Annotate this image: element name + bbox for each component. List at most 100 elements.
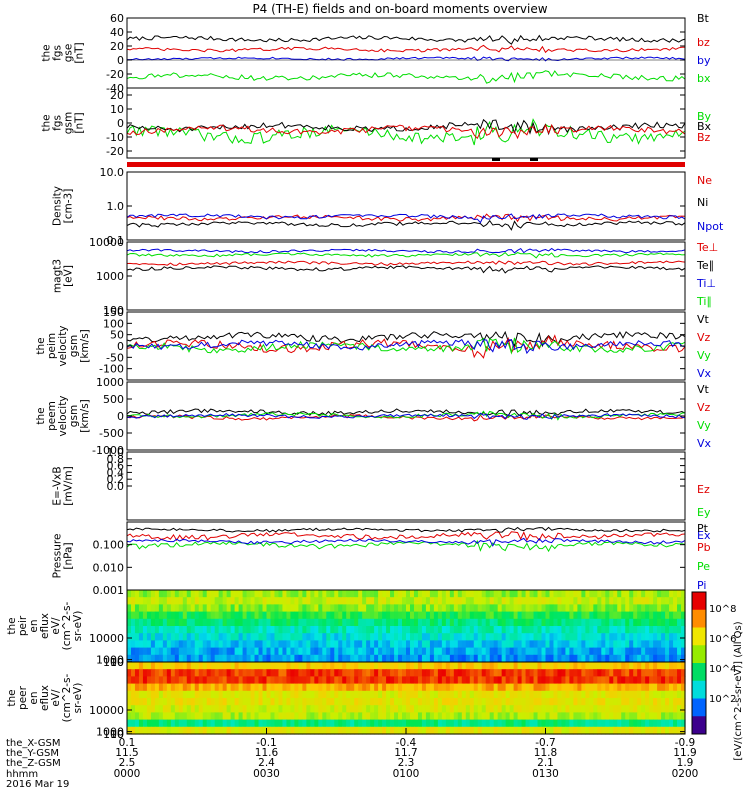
heatmap-cell — [178, 690, 184, 699]
heatmap-cell — [477, 640, 483, 649]
heatmap-cell — [127, 719, 132, 728]
heatmap-cell — [469, 705, 475, 713]
heatmap-cell — [166, 705, 172, 713]
heatmap-cell — [378, 669, 383, 677]
heatmap-cell — [274, 597, 280, 605]
heatmap-cell — [653, 683, 658, 692]
heatmap-cell — [529, 597, 535, 605]
heatmap-cell — [645, 690, 650, 699]
heatmap-cell — [378, 726, 383, 735]
heatmap-cell — [529, 719, 535, 728]
heatmap-cell — [669, 705, 674, 713]
heatmap-cell — [521, 690, 527, 699]
heatmap-cell — [477, 611, 483, 620]
heatmap-cell — [489, 640, 495, 649]
heatmap-cell — [665, 590, 670, 598]
heatmap-cell — [565, 590, 571, 598]
heatmap-cell — [553, 662, 559, 670]
heatmap-cell — [346, 590, 351, 598]
heatmap-cell — [621, 683, 626, 692]
y-axis-label-line: [cm-3] — [63, 189, 75, 224]
heatmap-cell — [605, 626, 610, 634]
heatmap-cell — [202, 676, 208, 685]
y-axis-label-line: gse — [63, 44, 75, 63]
heatmap-cell — [406, 618, 411, 627]
heatmap-cell — [278, 698, 284, 706]
heatmap-cell — [338, 662, 343, 670]
heatmap-cell — [565, 683, 571, 692]
heatmap-cell — [334, 597, 339, 605]
heatmap-cell — [645, 633, 650, 641]
heatmap-cell — [561, 683, 567, 692]
heatmap-cell — [437, 690, 443, 699]
heatmap-cell — [382, 654, 387, 663]
heatmap-cell — [190, 676, 196, 685]
heatmap-cell — [214, 640, 220, 649]
heatmap-cell — [402, 647, 407, 656]
heatmap-cell — [378, 712, 383, 721]
heatmap-cell — [433, 698, 439, 706]
series-line-Npot — [126, 213, 686, 224]
heatmap-cell — [573, 698, 578, 706]
heatmap-cell — [198, 618, 204, 627]
heatmap-cell — [366, 726, 371, 735]
heatmap-cell — [334, 662, 339, 670]
heatmap-cell — [290, 698, 295, 706]
heatmap-cell — [465, 676, 471, 685]
heatmap-cell — [541, 597, 547, 605]
heatmap-cell — [425, 590, 431, 598]
heatmap-cell — [549, 647, 555, 656]
heatmap-cell — [290, 604, 295, 613]
heatmap-cell — [581, 633, 586, 641]
heatmap-cell — [497, 705, 503, 713]
heatmap-cell — [246, 590, 252, 598]
heatmap-cell — [302, 719, 307, 728]
heatmap-cell — [198, 719, 204, 728]
heatmap-cell — [406, 626, 411, 634]
heatmap-cell — [286, 676, 292, 685]
y-tick-label: 40 — [110, 26, 124, 39]
heatmap-cell — [350, 683, 355, 692]
heatmap-cell — [597, 662, 602, 670]
heatmap-cell — [457, 626, 463, 634]
heatmap-cell — [186, 705, 192, 713]
heatmap-cell — [262, 669, 268, 677]
heatmap-cell — [382, 690, 387, 699]
heatmap-cell — [569, 719, 574, 728]
heatmap-cell — [242, 640, 248, 649]
heatmap-cell — [477, 719, 483, 728]
heatmap-cell — [473, 662, 479, 670]
heatmap-cell — [230, 618, 236, 627]
heatmap-cell — [242, 719, 248, 728]
heatmap-cell — [637, 654, 642, 663]
heatmap-cell — [322, 604, 327, 613]
heatmap-cell — [653, 611, 658, 620]
heatmap-cell — [601, 597, 606, 605]
heatmap-cell — [382, 597, 387, 605]
heatmap-cell — [190, 633, 196, 641]
y-axis-label-line: [nPa] — [63, 542, 75, 569]
heatmap-cell — [549, 640, 555, 649]
heatmap-cell — [190, 662, 196, 670]
heatmap-cell — [461, 698, 467, 706]
heatmap-cell — [629, 705, 634, 713]
heatmap-cell — [322, 719, 327, 728]
heatmap-cell — [461, 633, 467, 641]
heatmap-cell — [250, 676, 256, 685]
heatmap-cell — [258, 597, 264, 605]
heatmap-cell — [453, 726, 459, 735]
heatmap-cell — [473, 719, 479, 728]
heatmap-cell — [386, 590, 391, 598]
heatmap-cell — [306, 676, 311, 685]
heatmap-cell — [362, 611, 367, 620]
heatmap-cell — [533, 604, 539, 613]
heatmap-cell — [394, 647, 399, 656]
heatmap-cell — [609, 590, 614, 598]
heatmap-cell — [218, 626, 224, 634]
heatmap-cell — [481, 662, 487, 670]
heatmap-cell — [142, 719, 148, 728]
heatmap-cell — [533, 647, 539, 656]
legend-label: bx — [697, 72, 711, 85]
heatmap-cell — [501, 633, 507, 641]
